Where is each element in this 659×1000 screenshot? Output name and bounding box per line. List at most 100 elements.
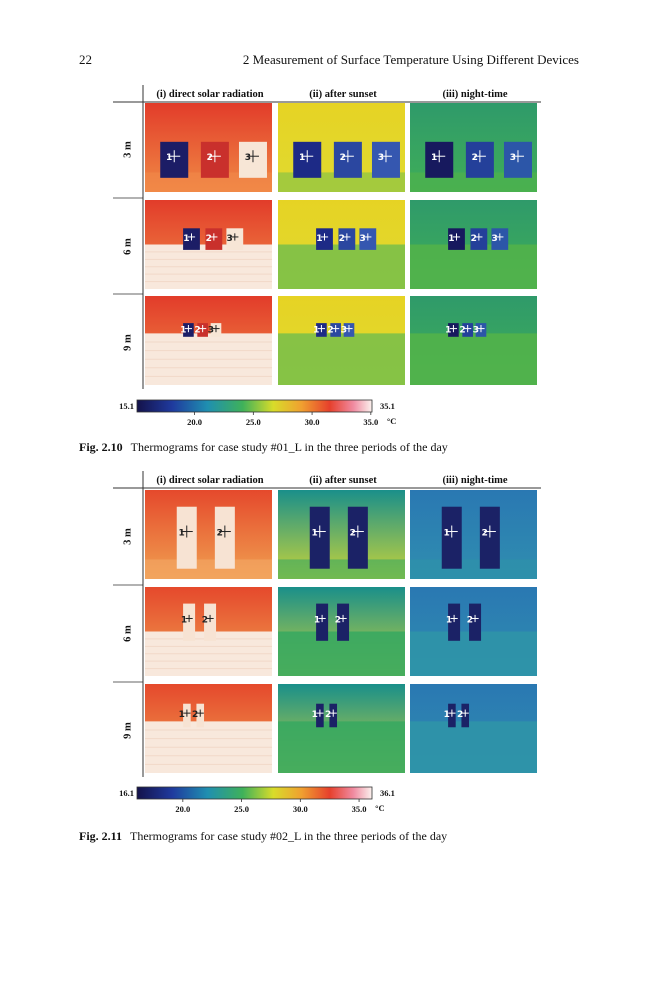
thermogram-ground <box>278 244 405 289</box>
caption-text: Thermograms for case study #01_L in the … <box>131 440 448 454</box>
building <box>204 603 217 641</box>
building <box>479 506 500 569</box>
marker-label: 2 <box>206 234 212 244</box>
colorbar-max: 36.1 <box>380 788 395 798</box>
page-number: 22 <box>79 52 92 67</box>
marker-label: 2 <box>335 615 341 625</box>
marker-label: 2 <box>340 153 346 163</box>
building <box>183 603 196 641</box>
colorbar-tick-label: 25.0 <box>234 804 249 814</box>
marker-label: 2 <box>192 710 198 720</box>
building <box>337 603 350 641</box>
colorbar-unit: °C <box>387 416 397 426</box>
row-label: 9 m <box>122 334 133 351</box>
marker-label: 2 <box>459 326 465 336</box>
caption-text: Thermograms for case study #02_L in the … <box>130 829 447 843</box>
colorbar-unit: °C <box>375 803 385 813</box>
marker-label: 1 <box>312 710 318 720</box>
column-header: (iii) night-time <box>442 475 507 486</box>
column-header: (iii) night-time <box>442 89 507 100</box>
building <box>309 506 330 569</box>
marker-label: 3 <box>360 234 366 244</box>
colorbar-tick-label: 20.0 <box>175 804 190 814</box>
marker-label: 2 <box>202 615 208 625</box>
colorbar-max: 35.1 <box>380 401 395 411</box>
building <box>441 506 462 569</box>
thermogram-ground <box>410 721 537 773</box>
marker-label: 3 <box>510 153 516 163</box>
column-header: (ii) after sunset <box>309 475 377 486</box>
thermogram-ground <box>410 559 537 579</box>
marker-label: 2 <box>339 234 345 244</box>
marker-label: 2 <box>471 234 477 244</box>
colorbar-tick-label: 25.0 <box>246 417 261 427</box>
colorbar-tick-label: 30.0 <box>305 417 320 427</box>
marker-label: 2 <box>467 615 473 625</box>
column-header: (ii) after sunset <box>309 89 377 100</box>
building <box>176 506 197 569</box>
building <box>448 603 461 641</box>
marker-label: 1 <box>313 326 319 336</box>
marker-label: 1 <box>443 529 449 539</box>
colorbar-tick-label: 30.0 <box>293 804 308 814</box>
marker-label: 3 <box>341 326 347 336</box>
building <box>316 603 329 641</box>
colorbar-min: 15.1 <box>119 401 134 411</box>
marker-label: 1 <box>299 153 305 163</box>
marker-label: 1 <box>179 710 185 720</box>
building <box>214 506 235 569</box>
row-label: 6 m <box>122 238 133 255</box>
building <box>469 603 482 641</box>
marker-label: 2 <box>350 529 356 539</box>
thermogram-ground <box>410 333 537 385</box>
marker-label: 2 <box>194 326 200 336</box>
marker-label: 2 <box>327 326 333 336</box>
marker-label: 1 <box>314 615 320 625</box>
building <box>347 506 368 569</box>
figure-caption: Fig. 2.11 Thermograms for case study #02_… <box>79 829 447 843</box>
marker-label: 2 <box>457 710 463 720</box>
marker-label: 3 <box>245 153 251 163</box>
row-label: 9 m <box>122 722 133 739</box>
column-header: (i) direct solar radiation <box>156 89 263 100</box>
figure-caption: Fig. 2.10 Thermograms for case study #01_… <box>79 440 448 454</box>
caption-label: Fig. 2.11 <box>79 829 122 843</box>
thermogram-ground <box>145 559 272 579</box>
row-label: 6 m <box>122 625 133 642</box>
colorbar <box>136 786 373 800</box>
colorbar-tick-label: 35.0 <box>352 804 367 814</box>
thermogram-ground <box>410 244 537 289</box>
column-header: (i) direct solar radiation <box>156 475 263 486</box>
running-title: 2 Measurement of Surface Temperature Usi… <box>243 52 579 67</box>
marker-label: 3 <box>208 326 214 336</box>
marker-label: 1 <box>180 326 186 336</box>
marker-label: 3 <box>492 234 498 244</box>
marker-label: 1 <box>448 234 454 244</box>
marker-label: 2 <box>217 529 223 539</box>
marker-label: 1 <box>445 326 451 336</box>
marker-label: 1 <box>181 615 187 625</box>
marker-label: 2 <box>325 710 331 720</box>
marker-label: 1 <box>178 529 184 539</box>
marker-label: 1 <box>316 234 322 244</box>
thermogram-ground <box>278 721 405 773</box>
thermogram-ground <box>278 559 405 579</box>
colorbar <box>136 399 373 413</box>
marker-label: 3 <box>473 326 479 336</box>
thermogram-ground <box>278 333 405 385</box>
marker-label: 2 <box>207 153 213 163</box>
marker-label: 3 <box>227 234 233 244</box>
marker-label: 3 <box>378 153 384 163</box>
marker-label: 2 <box>472 153 478 163</box>
row-label: 3 m <box>122 528 133 545</box>
marker-label: 1 <box>183 234 189 244</box>
colorbar-tick-label: 20.0 <box>187 417 202 427</box>
marker-label: 2 <box>482 529 488 539</box>
marker-label: 1 <box>166 153 172 163</box>
marker-label: 1 <box>431 153 437 163</box>
colorbar-min: 16.1 <box>119 788 134 798</box>
row-label: 3 m <box>122 141 133 158</box>
colorbar-tick-label: 35.0 <box>363 417 378 427</box>
